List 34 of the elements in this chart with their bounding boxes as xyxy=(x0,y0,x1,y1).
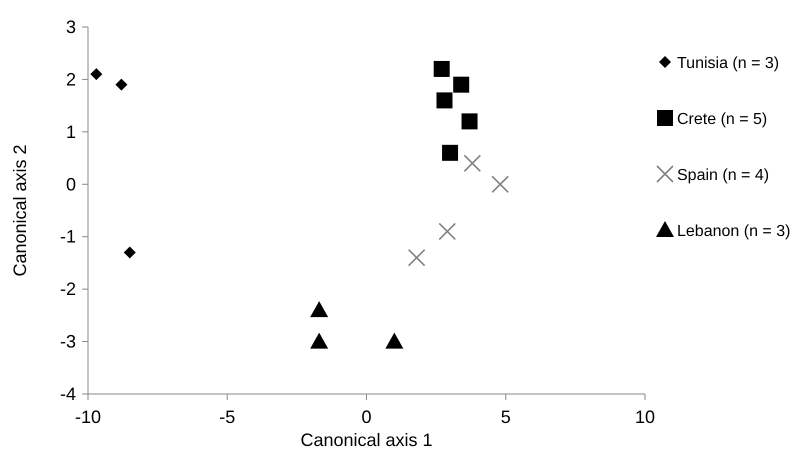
point xyxy=(124,246,136,258)
y-tick-label: -2 xyxy=(60,279,76,300)
y-tick-label: -4 xyxy=(60,384,76,404)
y-tick-label: 2 xyxy=(66,69,76,90)
point xyxy=(438,222,456,240)
y-tick-label: -3 xyxy=(60,332,76,352)
point xyxy=(436,92,452,108)
x-tick-label: -5 xyxy=(219,407,236,427)
y-tick-label: 1 xyxy=(66,122,76,142)
point xyxy=(385,332,404,349)
x-tick-label: 10 xyxy=(634,407,656,427)
legend-label: Tunisia (n = 3) xyxy=(677,55,780,72)
y-tick-label: 0 xyxy=(66,174,76,194)
point xyxy=(310,332,328,349)
point xyxy=(442,144,458,161)
point xyxy=(90,68,102,80)
point xyxy=(408,248,426,266)
x-axis-title: Canonical axis 1 xyxy=(300,430,433,450)
y-tick-label: 3 xyxy=(66,17,76,37)
point xyxy=(491,175,509,194)
point xyxy=(462,113,478,130)
point xyxy=(464,154,482,172)
legend-label: Lebanon (n = 3) xyxy=(677,223,790,240)
point xyxy=(453,76,470,93)
point xyxy=(115,78,128,91)
y-tick-label: -1 xyxy=(60,226,76,247)
point xyxy=(310,301,328,318)
x-tick-label: -10 xyxy=(74,407,102,427)
y-axis-title: Canonical axis 2 xyxy=(10,144,30,277)
legend-label: Spain (n = 4) xyxy=(677,167,770,184)
point xyxy=(434,60,450,77)
x-tick-label: 5 xyxy=(500,407,511,427)
x-tick-label: 0 xyxy=(361,407,372,427)
legend-label: Crete (n = 5) xyxy=(677,111,768,128)
